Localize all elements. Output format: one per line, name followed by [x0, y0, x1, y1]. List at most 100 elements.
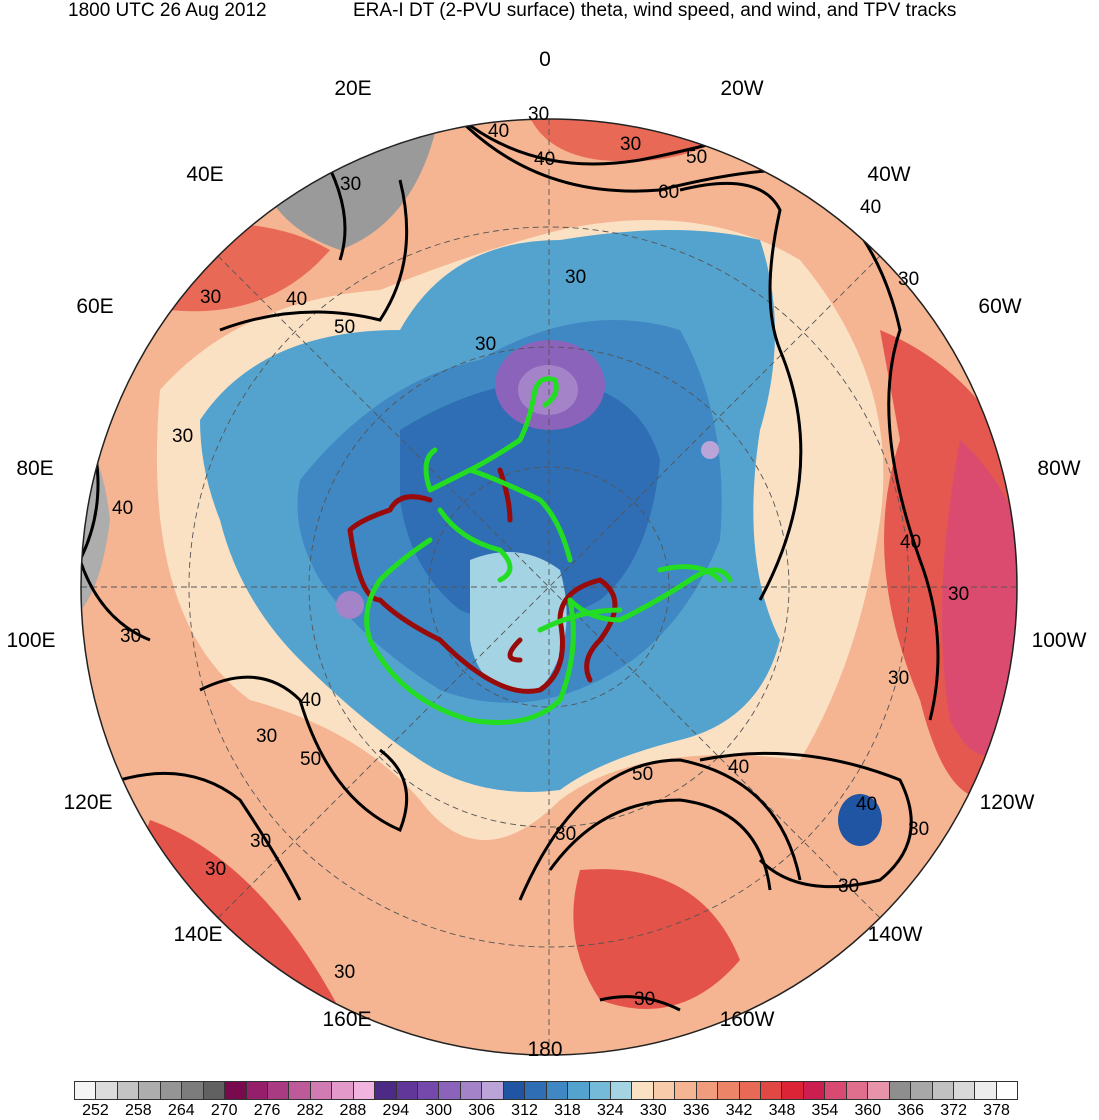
colorbar-cell	[739, 1082, 761, 1099]
lon-label-80e: 80E	[16, 457, 54, 480]
colorbar-cell	[310, 1082, 333, 1099]
colorbar-cell	[460, 1082, 483, 1099]
colorbar-cell	[418, 1082, 440, 1099]
lon-label-160e: 160E	[322, 1008, 372, 1031]
colorbar-cell	[975, 1082, 997, 1099]
map-boundary	[80, 118, 1018, 1056]
colorbar-cell	[482, 1082, 504, 1099]
contour-label: 40	[900, 532, 921, 553]
colorbar-tick-label: 366	[897, 1102, 925, 1119]
colorbar-tick-label: 336	[682, 1102, 710, 1119]
colorbar-cell	[182, 1082, 204, 1099]
graticule	[81, 119, 1017, 1055]
contour-label: 30	[620, 134, 641, 155]
lon-label-40w: 40W	[867, 163, 911, 186]
colorbar-cell	[332, 1082, 354, 1099]
lon-label-140w: 140W	[867, 923, 923, 946]
colorbar-cell	[246, 1082, 268, 1099]
lon-label-120e: 120E	[63, 791, 113, 814]
lon-label-80w: 80W	[1037, 457, 1081, 480]
colorbar-cell	[289, 1082, 311, 1099]
lon-label-60w: 60W	[978, 295, 1022, 318]
colorbar-cell	[932, 1082, 954, 1099]
colorbar-cell	[139, 1082, 161, 1099]
colorbar-tick-label: 378	[983, 1102, 1010, 1119]
contour-label: 30	[888, 668, 909, 689]
contour-label: 30	[898, 269, 919, 290]
contour-label: 50	[686, 147, 707, 168]
colorbar-tick-label: 282	[296, 1102, 324, 1119]
colorbar-tick-label: 300	[425, 1102, 453, 1119]
contour-label: 50	[334, 317, 355, 338]
lon-label-120w: 120W	[979, 791, 1035, 814]
contour-label: 30	[250, 831, 271, 852]
contour-label: 30	[908, 819, 929, 840]
colorbar-cell	[267, 1082, 290, 1099]
contour-label: 30	[634, 989, 655, 1010]
colorbar-tick-label: 360	[854, 1102, 882, 1119]
colorbar-cell	[568, 1082, 590, 1099]
colorbar-cell	[803, 1082, 826, 1099]
contour-label: 40	[728, 757, 749, 778]
contour-label: 30	[334, 962, 355, 983]
contour-label: 30	[475, 334, 496, 355]
colorbar-cell	[353, 1082, 376, 1099]
contour-label: 50	[300, 749, 321, 770]
contour-label: 30	[172, 426, 193, 447]
lon-label-140e: 140E	[173, 923, 223, 946]
colorbar-cell	[675, 1082, 697, 1099]
colorbar-cell	[375, 1082, 397, 1099]
contour-label: 30	[340, 174, 361, 195]
header-title: ERA-I DT (2-PVU surface) theta, wind spe…	[353, 0, 957, 21]
theta-colorbar	[74, 1081, 1018, 1100]
colorbar-cell	[761, 1082, 783, 1099]
contour-labels: 30 40 30 50 40 60 40 30 30 40 50 30 30 3…	[112, 104, 969, 1010]
contour-label: 30	[555, 824, 576, 845]
lon-label-20e: 20E	[334, 77, 372, 100]
contour-label: 40	[300, 690, 321, 711]
lon-label-100w: 100W	[1031, 629, 1087, 652]
contour-label: 40	[860, 197, 881, 218]
lon-label-60e: 60E	[76, 295, 114, 318]
contour-label: 30	[565, 267, 586, 288]
colorbar-tick-label: 276	[253, 1102, 281, 1119]
contour-label: 30	[120, 626, 141, 647]
colorbar-tick-label: 312	[511, 1102, 538, 1119]
colorbar-cell	[117, 1082, 140, 1099]
colorbar-cell	[718, 1082, 740, 1099]
contour-label: 40	[856, 794, 877, 815]
colorbar-tick-label: 270	[210, 1102, 238, 1119]
colorbar-cell	[396, 1082, 418, 1099]
lon-label-100e: 100E	[6, 629, 56, 652]
colorbar-cell	[825, 1082, 847, 1099]
contour-label: 60	[658, 182, 679, 203]
colorbar-cell	[889, 1082, 912, 1099]
lon-label-0: 0	[539, 48, 551, 71]
colorbar-tick-label: 324	[597, 1102, 624, 1119]
red-track	[347, 467, 618, 694]
colorbar-tick-label: 294	[382, 1102, 410, 1119]
colorbar-tick-label: 252	[82, 1102, 109, 1119]
colorbar-tick-label: 288	[339, 1102, 367, 1119]
colorbar-tick-label: 342	[725, 1102, 753, 1119]
lon-label-180: 180	[527, 1038, 563, 1061]
lon-label-40e: 40E	[186, 163, 224, 186]
colorbar-cell	[696, 1082, 719, 1099]
contour-label: 30	[838, 876, 859, 897]
colorbar-cell	[96, 1082, 118, 1099]
colorbar-cell	[589, 1082, 611, 1099]
contour-label: 50	[632, 764, 653, 785]
tpv-tracks	[347, 376, 733, 725]
colorbar-cell	[610, 1082, 633, 1099]
colorbar-tick-label: 306	[468, 1102, 495, 1119]
colorbar-cell	[439, 1082, 461, 1099]
colorbar-tick-label: 318	[554, 1102, 581, 1119]
colorbar-cell	[953, 1082, 976, 1099]
contour-label: 30	[205, 859, 226, 880]
colorbar-cell	[911, 1082, 933, 1099]
colorbar-cell	[525, 1082, 547, 1099]
colorbar-cell	[782, 1082, 804, 1099]
lon-label-160w: 160W	[719, 1008, 775, 1031]
contour-label: 40	[112, 498, 133, 519]
colorbar-tick-label: 258	[125, 1102, 152, 1119]
